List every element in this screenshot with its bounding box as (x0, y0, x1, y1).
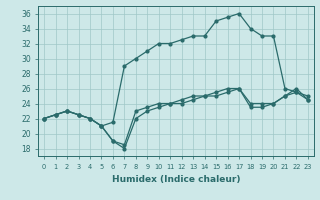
X-axis label: Humidex (Indice chaleur): Humidex (Indice chaleur) (112, 175, 240, 184)
